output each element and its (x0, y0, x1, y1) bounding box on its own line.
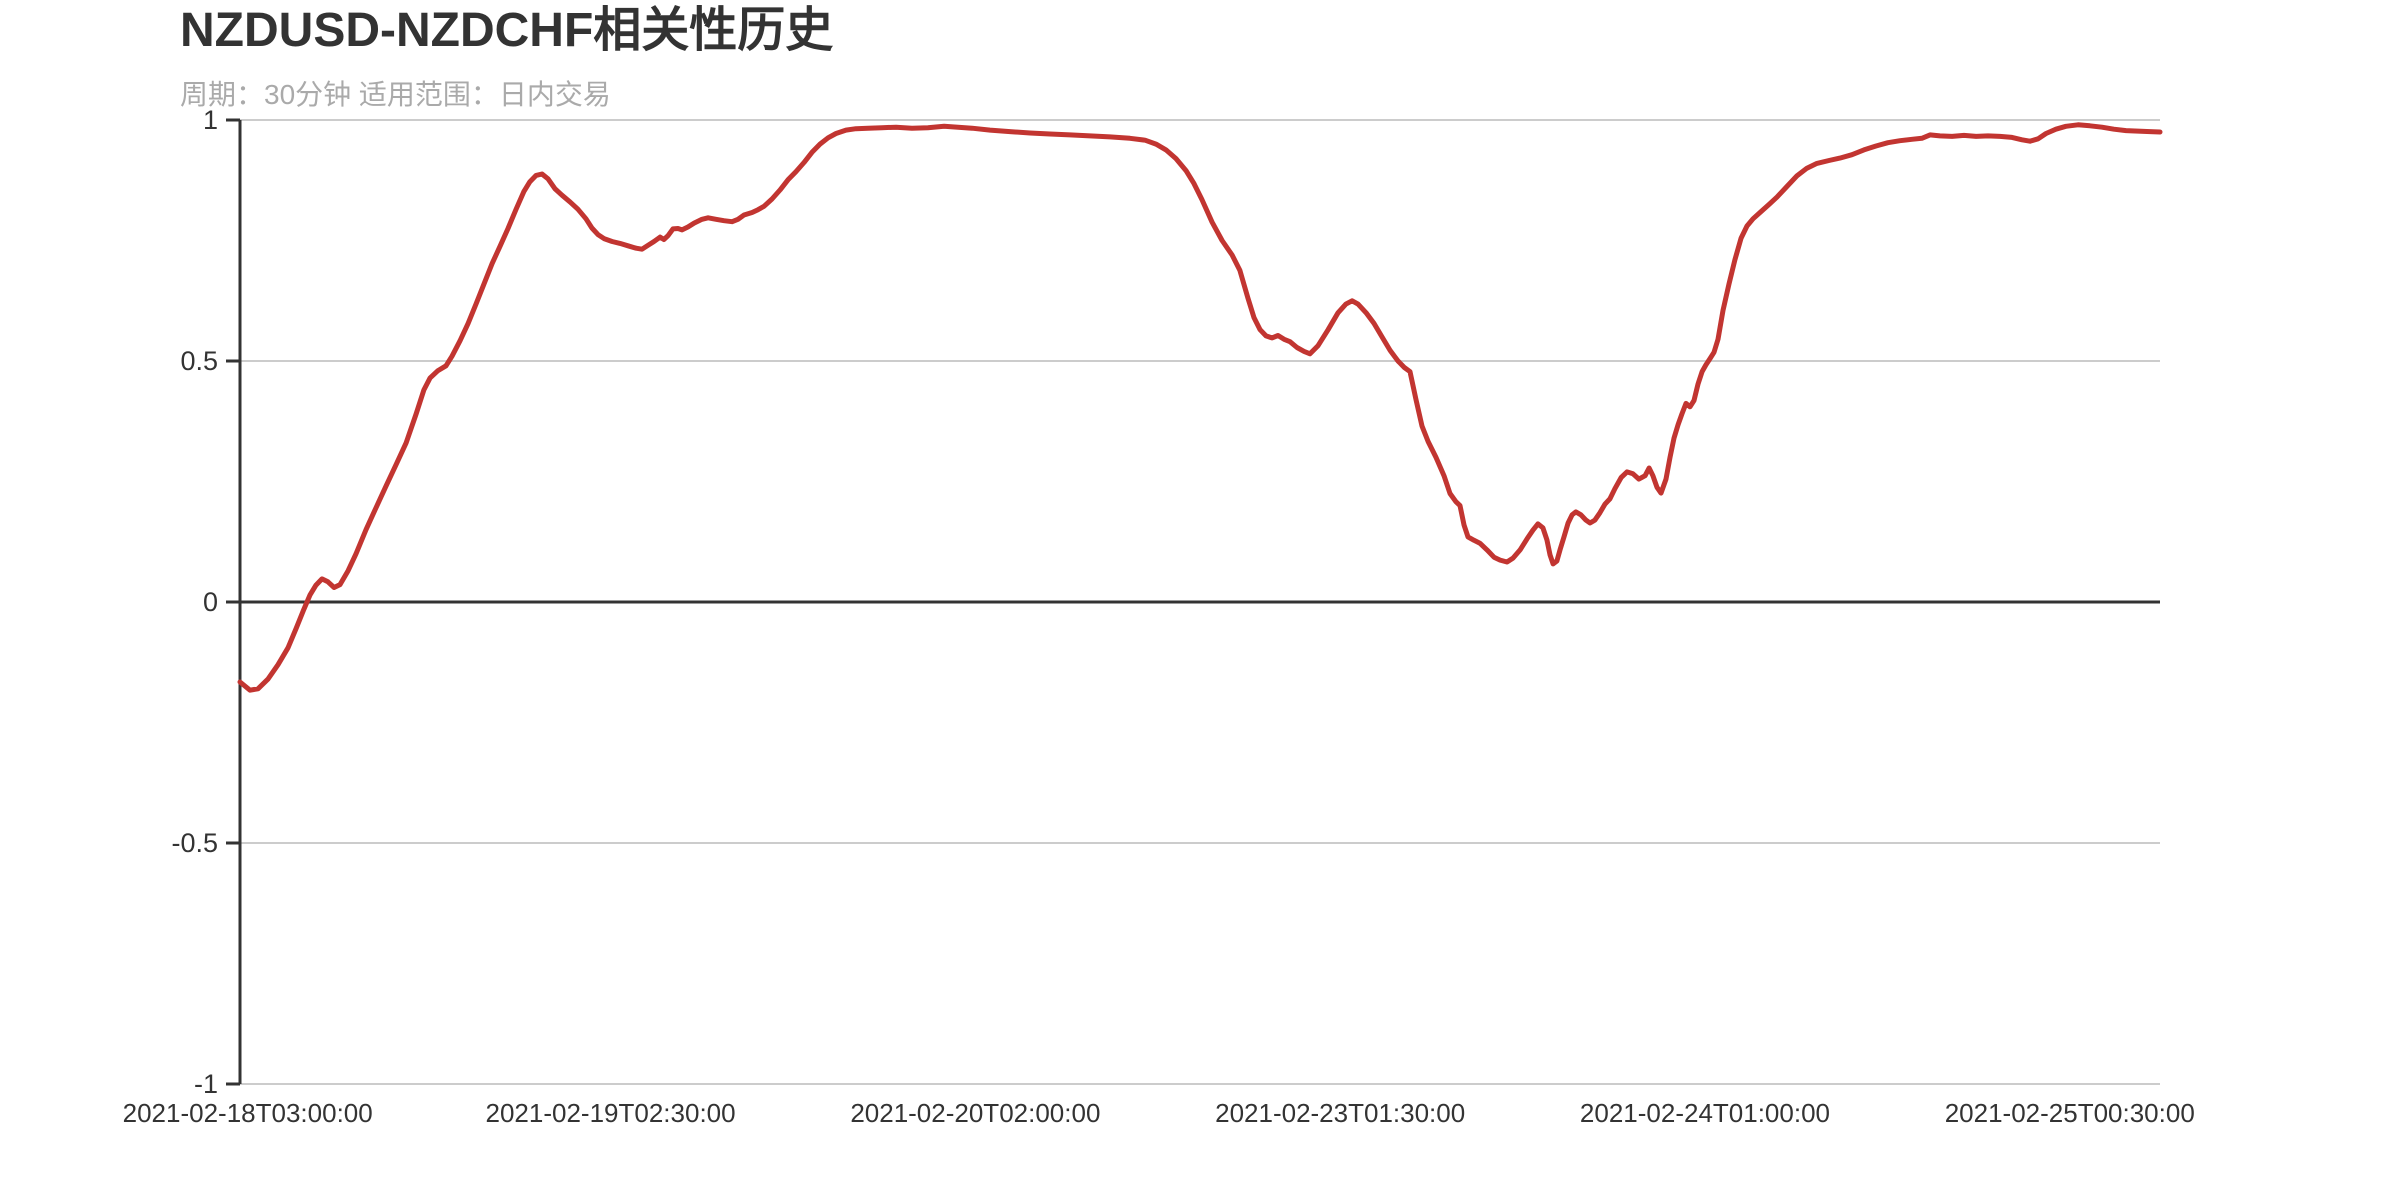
y-tick-label: -0.5 (171, 828, 218, 858)
x-tick-label: 2021-02-19T02:30:00 (486, 1098, 736, 1128)
x-tick-label: 2021-02-20T02:00:00 (850, 1098, 1100, 1128)
y-tick-label: -1 (194, 1069, 218, 1099)
y-tick-label: 1 (203, 105, 218, 135)
x-tick-label: 2021-02-25T00:30:00 (1945, 1098, 2195, 1128)
x-tick-label: 2021-02-23T01:30:00 (1215, 1098, 1465, 1128)
y-axis-labels: 1 0.5 0 -0.5 -1 (171, 105, 218, 1099)
chart-subtitle: 周期：30分钟 适用范围：日内交易 (180, 79, 611, 110)
gridlines (240, 119, 2160, 1085)
x-tick-label: 2021-02-24T01:00:00 (1580, 1098, 1830, 1128)
y-axis (226, 118, 242, 1086)
chart-title: NZDUSD-NZDCHF相关性历史 (180, 4, 833, 57)
y-tick-label: 0 (203, 587, 218, 617)
y-tick-label: 0.5 (180, 346, 218, 376)
x-tick-label: 2021-02-18T03:00:00 (123, 1098, 373, 1128)
x-axis-labels: 2021-02-18T03:00:00 2021-02-19T02:30:00 20… (123, 1098, 2195, 1128)
correlation-line (237, 122, 2163, 693)
